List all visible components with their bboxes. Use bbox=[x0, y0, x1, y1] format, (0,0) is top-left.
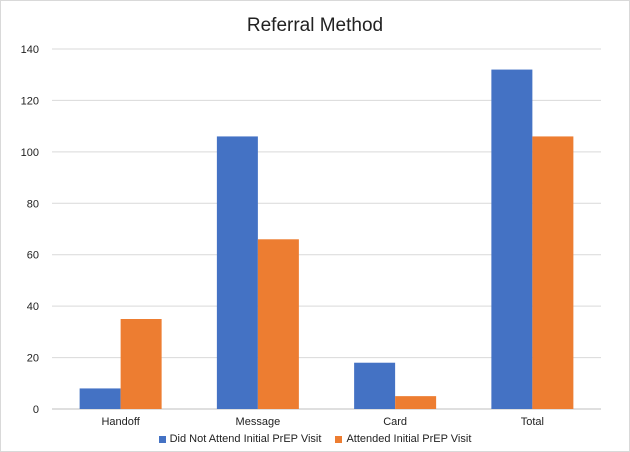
legend-swatch bbox=[158, 435, 166, 443]
y-tick-label: 100 bbox=[21, 147, 39, 159]
y-tick-label: 0 bbox=[33, 404, 39, 416]
y-tick-label: 140 bbox=[21, 44, 39, 56]
chart-title: Referral Method bbox=[246, 15, 384, 36]
y-tick-label: 120 bbox=[21, 95, 39, 107]
bar-card-series-1 bbox=[354, 362, 396, 409]
x-tick-label: Handoff bbox=[101, 416, 140, 428]
bar-handoff-series-1 bbox=[79, 388, 121, 409]
x-tick-label: Card bbox=[383, 416, 407, 428]
plot-area: 0 20 40 60 80 100 120 140 Handoff Message Card Tota… bbox=[21, 44, 601, 428]
y-tick-label: 40 bbox=[27, 301, 39, 313]
bar-handoff-series-2 bbox=[120, 319, 162, 409]
x-tick-label: Message bbox=[236, 416, 281, 428]
bar-total-series-2 bbox=[532, 136, 574, 409]
legend-label: Did Not Attend Initial PrEP Visit bbox=[169, 433, 322, 445]
y-tick-label: 80 bbox=[27, 198, 39, 210]
legend-item: Did Not Attend Initial PrEP Visit bbox=[158, 433, 322, 445]
legend-swatch bbox=[335, 435, 343, 443]
bar-message-series-2 bbox=[257, 239, 299, 409]
bar-total-series-1 bbox=[491, 69, 533, 410]
legend-item: Attended Initial PrEP Visit bbox=[335, 433, 471, 445]
chart-legend: Did Not Attend Initial PrEP Visit Attende… bbox=[1, 433, 629, 445]
bar-card-series-2 bbox=[395, 396, 437, 409]
y-tick-label: 20 bbox=[27, 353, 39, 365]
legend-label: Attended Initial PrEP Visit bbox=[346, 433, 472, 445]
x-tick-label: Total bbox=[521, 416, 544, 428]
bar-message-series-1 bbox=[216, 136, 258, 409]
y-tick-label: 60 bbox=[27, 250, 39, 262]
